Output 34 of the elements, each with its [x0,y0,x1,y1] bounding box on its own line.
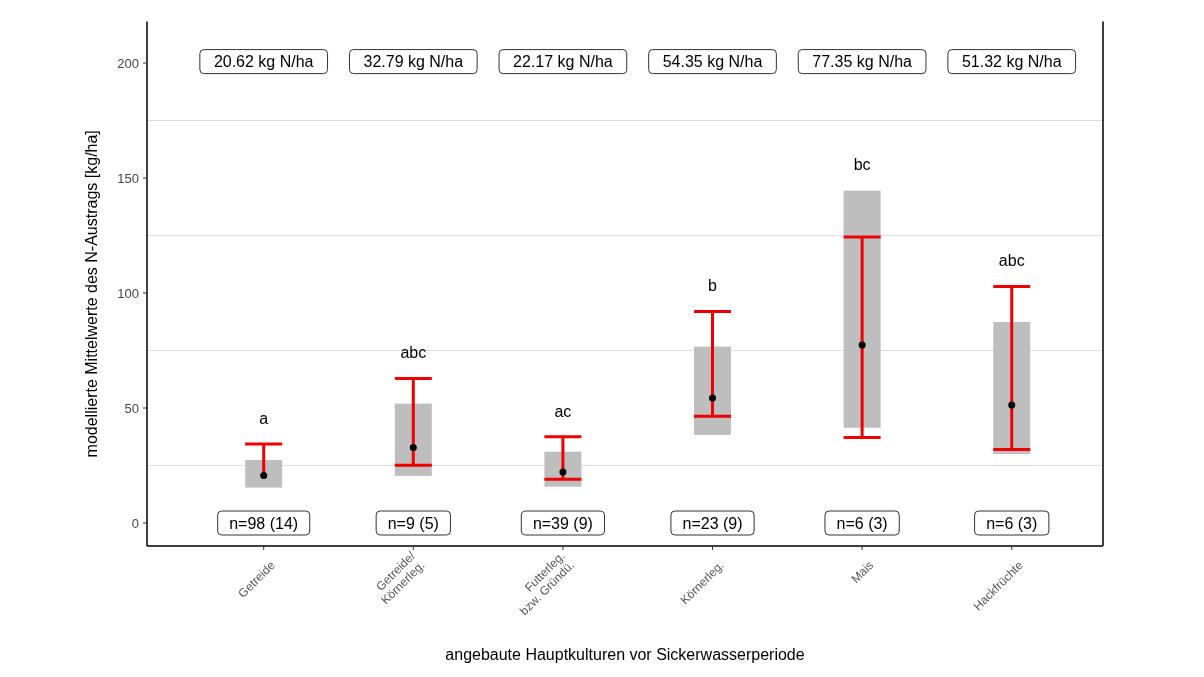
y-tick-label: 0 [131,515,139,531]
bar [843,190,881,428]
annotation: b [708,277,718,295]
y-tick-label: 150 [117,170,139,186]
point [409,444,417,452]
annotation: 20.62 kg N/ha [213,53,314,71]
bar [245,459,283,488]
annotation: abc [400,344,427,362]
point [559,468,567,476]
annotation: n=98 (14) [229,514,299,532]
annotation: 32.79 kg N/ha [363,53,464,71]
annotation: ac [554,402,572,420]
point [709,394,717,402]
y-axis-title: modellierte Mittelwerte des N-Austrags [kg/ha] [83,130,100,458]
annotation: 54.35 kg N/ha [662,53,763,71]
annotation: abc [998,252,1025,270]
y-tick-label: 200 [117,55,139,71]
x-axis-title: angebaute Hauptkulturen vor Sickerwasserperiode [445,646,805,663]
annotation: n=6 (3) [986,514,1038,532]
point [858,341,866,349]
point [260,472,268,480]
annotation: 51.32 kg N/ha [961,53,1062,71]
annotation: n=6 (3) [836,514,888,532]
annotation: n=9 (5) [387,514,439,532]
y-tick-label: 50 [124,400,139,416]
annotation: 22.17 kg N/ha [513,53,613,71]
annotation: n=39 (9) [532,514,593,532]
point [1008,401,1016,409]
annotation: bc [853,156,871,174]
annotation: n=23 (9) [682,514,743,532]
annotation: a [259,409,269,427]
bar [694,346,732,435]
y-tick-label: 100 [117,285,139,301]
annotation: 77.35 kg N/ha [812,53,913,71]
